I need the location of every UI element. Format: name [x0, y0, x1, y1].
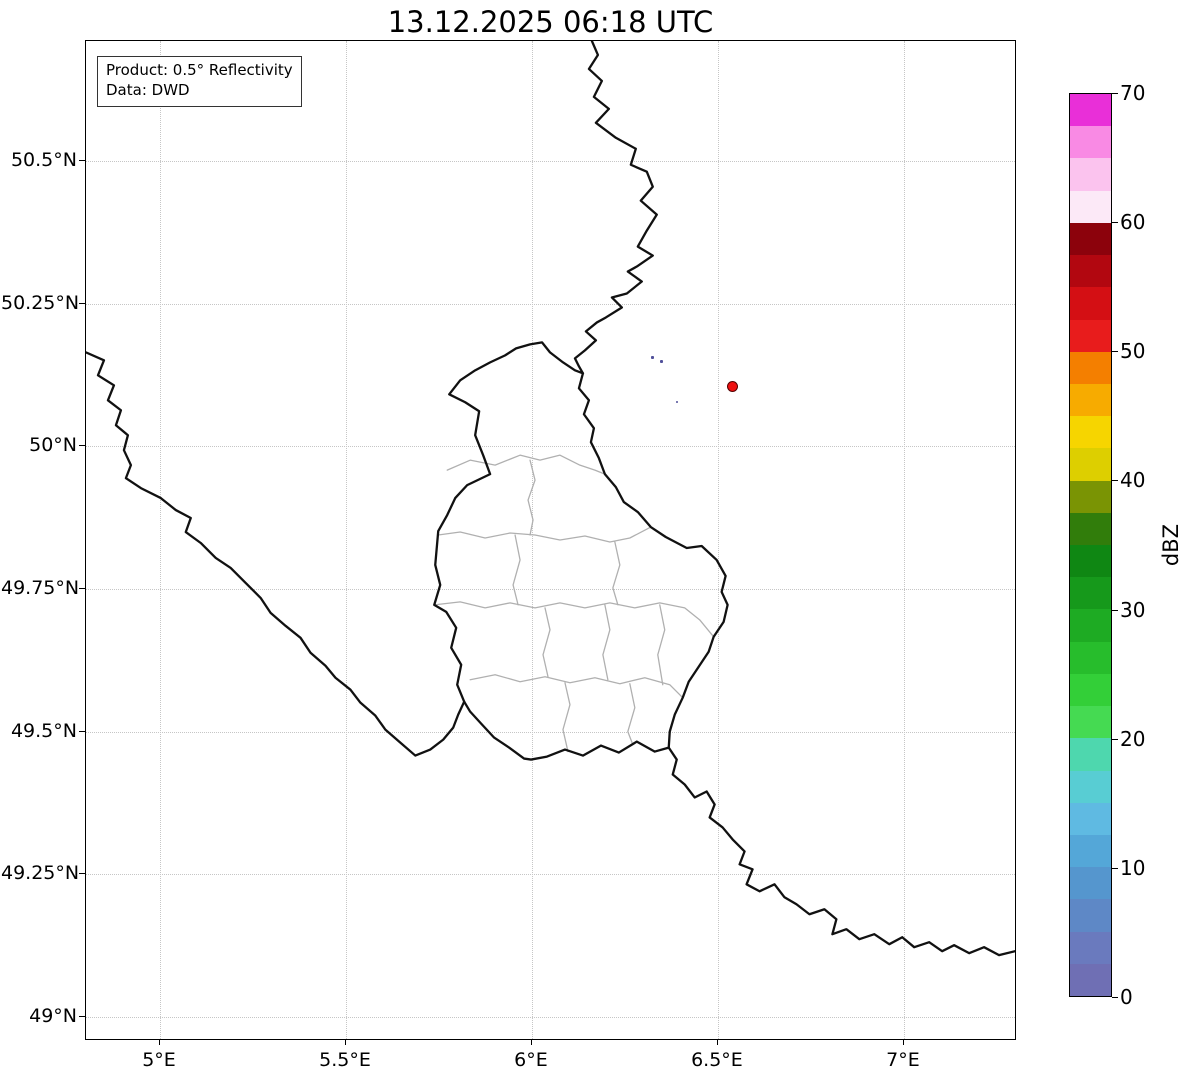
- y-tick-mark: [79, 302, 85, 304]
- x-gridline: [345, 41, 347, 1039]
- colorbar-band: [1070, 351, 1111, 384]
- radar-echo-pixel: [676, 400, 679, 403]
- colorbar-band: [1070, 287, 1111, 320]
- radar-site-marker: [727, 380, 739, 392]
- colorbar-tick-mark: [1112, 609, 1118, 611]
- colorbar-band: [1070, 867, 1111, 900]
- colorbar-tick-mark: [1112, 480, 1118, 482]
- colorbar-band: [1070, 416, 1111, 449]
- colorbar-band: [1070, 512, 1111, 545]
- colorbar-band: [1070, 770, 1111, 803]
- x-gridline: [531, 41, 533, 1039]
- figure-title: 13.12.2025 06:18 UTC: [387, 5, 714, 39]
- y-tick-label: 49.5°N: [10, 719, 77, 742]
- colorbar-tick-mark: [1112, 738, 1118, 740]
- y-tick-mark: [79, 445, 85, 447]
- colorbar-band: [1070, 158, 1111, 191]
- y-tick-label: 49°N: [29, 1005, 77, 1028]
- y-tick-mark: [79, 587, 85, 589]
- colorbar-band: [1070, 126, 1111, 159]
- colorbar-band: [1070, 448, 1111, 481]
- colorbar-band: [1070, 738, 1111, 771]
- x-tick-label: 6.5°E: [691, 1049, 743, 1071]
- colorbar-tick-label: 40: [1120, 468, 1146, 493]
- x-tick-label: 7°E: [886, 1049, 920, 1071]
- map-plot-area: Product: 0.5° Reflectivity Data: DWD: [85, 40, 1016, 1040]
- y-tick-label: 50.25°N: [1, 291, 80, 314]
- map-borders-layer: [86, 41, 1015, 957]
- x-tick-label: 6°E: [514, 1049, 548, 1071]
- x-tick-mark: [902, 1040, 904, 1045]
- y-tick-mark: [79, 873, 85, 875]
- radar-echo-pixel: [651, 356, 655, 360]
- x-tick-mark: [716, 1040, 718, 1045]
- colorbar-tick-label: 0: [1120, 985, 1133, 1009]
- colorbar-tick-mark: [1112, 222, 1118, 224]
- colorbar-band: [1070, 94, 1111, 127]
- colorbar-tick-label: 30: [1120, 597, 1146, 622]
- product-info-box: Product: 0.5° Reflectivity Data: DWD: [97, 56, 302, 107]
- colorbar-band: [1070, 609, 1111, 642]
- y-tick-mark: [79, 1016, 85, 1018]
- colorbar-band: [1070, 319, 1111, 352]
- border-luxembourg: [433, 341, 729, 761]
- y-tick-mark: [79, 159, 85, 161]
- colorbar-band: [1070, 577, 1111, 610]
- x-tick-mark: [344, 1040, 346, 1045]
- colorbar-tick-label: 70: [1120, 81, 1146, 105]
- y-gridline: [86, 588, 1015, 590]
- colorbar-band: [1070, 673, 1111, 707]
- colorbar-band: [1070, 802, 1111, 835]
- colorbar-band: [1070, 383, 1111, 417]
- colorbar-band: [1070, 480, 1111, 513]
- colorbar-band: [1070, 706, 1111, 739]
- colorbar: [1069, 93, 1112, 997]
- x-tick-label: 5°E: [142, 1049, 176, 1071]
- x-tick-mark: [530, 1040, 532, 1045]
- y-gridline: [86, 731, 1015, 733]
- colorbar-band: [1070, 899, 1111, 932]
- colorbar-tick-mark: [1112, 93, 1118, 94]
- colorbar-band: [1070, 255, 1111, 288]
- colorbar-axis-label: dBZ: [1156, 93, 1186, 997]
- y-tick-label: 49.75°N: [1, 576, 80, 599]
- admin-borders: [433, 454, 715, 753]
- colorbar-band: [1070, 931, 1111, 964]
- colorbar-band: [1070, 963, 1111, 996]
- colorbar-band: [1070, 545, 1111, 578]
- colorbar-tick-mark: [1112, 351, 1118, 353]
- border-france-belgium: [86, 351, 466, 757]
- x-gridline: [717, 41, 719, 1039]
- colorbar-label-text: dBZ: [1159, 523, 1183, 567]
- colorbar-tick-label: 10: [1120, 855, 1146, 880]
- colorbar-tick-mark: [1112, 997, 1118, 998]
- y-gridline: [86, 160, 1015, 162]
- colorbar-tick-label: 60: [1120, 210, 1146, 235]
- y-gridline: [86, 303, 1015, 305]
- colorbar-band: [1070, 641, 1111, 674]
- y-tick-mark: [79, 730, 85, 732]
- y-gridline: [86, 1017, 1015, 1019]
- product-info-line1: Product: 0.5° Reflectivity: [106, 61, 293, 79]
- radar-echo-pixel: [660, 360, 664, 364]
- y-gridline: [86, 446, 1015, 448]
- colorbar-band: [1070, 834, 1111, 868]
- y-tick-label: 50°N: [29, 434, 77, 457]
- border-germany-belgium: [573, 41, 658, 375]
- x-gridline: [160, 41, 162, 1039]
- x-tick-mark: [159, 1040, 161, 1045]
- colorbar-band: [1070, 190, 1111, 223]
- y-tick-label: 49.25°N: [1, 862, 80, 885]
- colorbar-tick-label: 20: [1120, 726, 1146, 751]
- border-france-germany: [667, 746, 1015, 957]
- y-gridline: [86, 874, 1015, 876]
- colorbar-tick-label: 50: [1120, 339, 1146, 364]
- colorbar-band: [1070, 222, 1111, 256]
- x-gridline: [903, 41, 905, 1039]
- colorbar-tick-mark: [1112, 867, 1118, 869]
- product-info-line2: Data: DWD: [106, 81, 190, 100]
- x-tick-label: 5.5°E: [319, 1049, 371, 1071]
- y-tick-label: 50.5°N: [10, 148, 77, 171]
